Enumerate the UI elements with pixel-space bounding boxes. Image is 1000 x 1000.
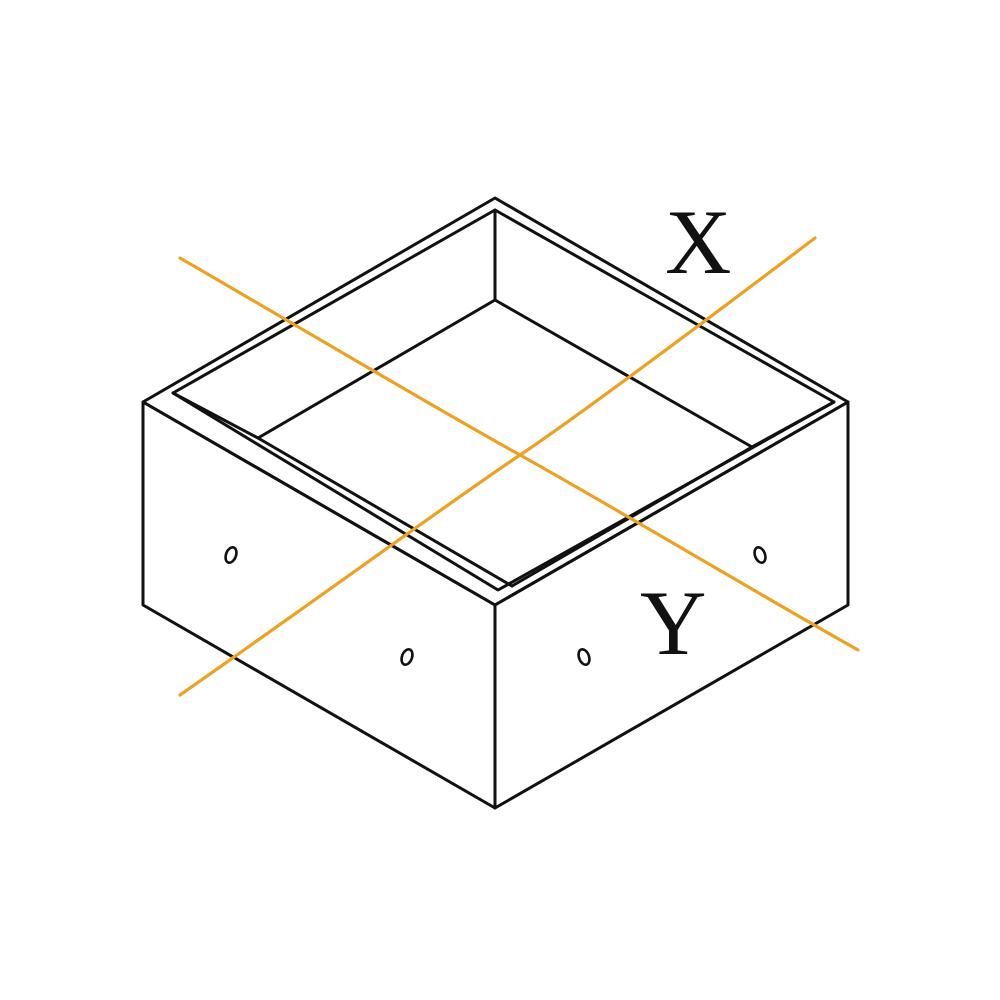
axis-lines <box>178 236 860 697</box>
inner-floor-left-edge <box>256 298 497 440</box>
box-left-face <box>141 400 497 810</box>
inner-floor-right-edge <box>493 298 754 449</box>
box-rim-inner-edge <box>171 208 836 592</box>
left-face-hole-1 <box>224 545 238 565</box>
box-rim-outer-edge <box>141 196 850 607</box>
inner-right-wall-edge <box>750 400 836 449</box>
inner-front-right-edge <box>510 445 754 588</box>
y-axis-line <box>178 256 860 652</box>
right-face-hole-1 <box>577 647 591 667</box>
inner-left-wall-edge <box>171 391 260 440</box>
y-axis-label: Y <box>640 572 706 674</box>
x-axis-label: X <box>665 191 731 293</box>
box <box>141 196 850 810</box>
left-face-hole-2 <box>400 647 414 667</box>
right-face-hole-2 <box>753 545 767 565</box>
inner-front-left-edge <box>256 436 514 588</box>
